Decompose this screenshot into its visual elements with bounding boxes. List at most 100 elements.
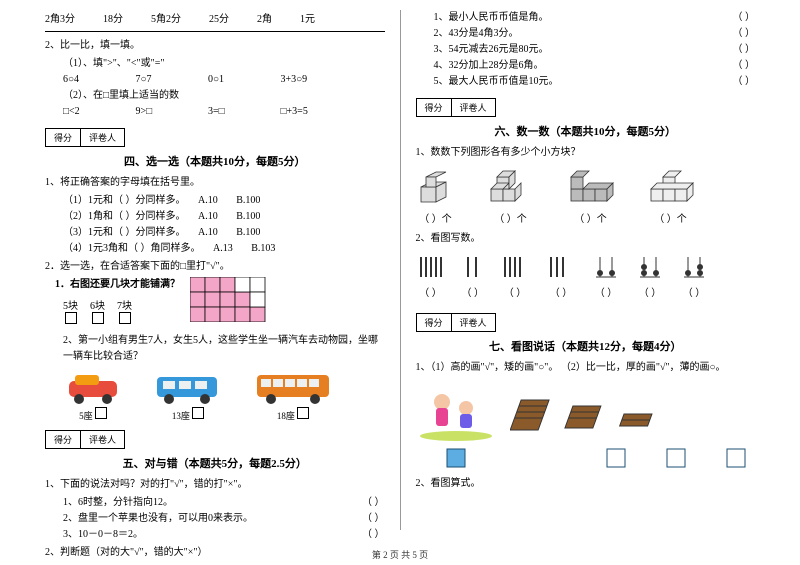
left-column: 2角3分 18分 5角2分 25分 2角 1元 2、比一比，填一填。 （1）、填…: [30, 10, 400, 555]
score-box: 得分 评卷人: [416, 313, 496, 332]
q7-answer-boxes: [446, 448, 756, 468]
rt-row: 2、43分是4角3分。（ ）: [434, 26, 756, 42]
rt-row: 4、32分加上28分是6角。（ ）: [434, 58, 756, 74]
score-label: 得分: [417, 99, 452, 116]
q1-top-row: 2角3分 18分 5角2分 25分 2角 1元: [45, 10, 385, 25]
q1-item: 1元: [300, 10, 315, 25]
cubes-paren: （ ）个: [486, 210, 536, 225]
q2-fill: 3=□: [208, 104, 278, 120]
cubes-paren: （ ）个: [416, 210, 456, 225]
rt-row: 3、54元减去26元是80元。（ ）: [434, 42, 756, 58]
car-5: 5座: [63, 371, 123, 422]
s5-q1: 1、下面的说法对吗？对的打"√"，错的打"×"。: [45, 477, 385, 493]
q2-cmp: 6○4: [63, 72, 133, 88]
cubes-2: （ ）个: [486, 167, 536, 225]
s4-q2: 2．选一选，在合适答案下面的□里打"√"。: [45, 259, 385, 275]
q1-item: 25分: [209, 10, 229, 25]
section7-header: 得分 评卷人: [416, 305, 756, 336]
book-thin: [618, 392, 658, 442]
s4-q2-1: 1．右图还要几块才能铺满？: [55, 277, 180, 293]
grader-label: 评卷人: [81, 431, 124, 448]
checkbox[interactable]: [192, 407, 204, 419]
opt-label: 7块: [117, 297, 132, 312]
opt-label: 5块: [63, 297, 78, 312]
checkbox[interactable]: [297, 407, 309, 419]
q1-item: 2角: [257, 10, 272, 25]
score-box: 得分 评卷人: [45, 128, 125, 147]
q2-cmp: 7○7: [136, 72, 206, 88]
divider-line: [45, 31, 385, 32]
cubes-4: （ ）个: [646, 167, 696, 225]
s5-row: 1、6时整，分针指向12。（ ）: [63, 495, 385, 511]
section4-title: 四、选一选（本题共10分，每题5分）: [45, 153, 385, 169]
q2-sub2: （2）、在□里填上适当的数: [63, 88, 385, 104]
abacus: （ ）: [636, 253, 664, 299]
s4-q1-row: （3）1元和（ ）分同样多。 A.10 B.100: [63, 225, 385, 241]
checkbox[interactable]: [65, 312, 77, 324]
stick-group: （ ）: [462, 253, 485, 299]
q7-figures: [416, 382, 756, 442]
stick-group: （ ）: [416, 253, 446, 299]
q2-fill: 9>□: [136, 104, 206, 120]
q2-title: 2、比一比，填一填。: [45, 38, 385, 54]
q2-fill: □<2: [63, 104, 133, 120]
section4-header: 得分 评卷人: [45, 120, 385, 151]
book-med: [564, 392, 604, 442]
car-13: 13座: [153, 371, 223, 422]
score-label: 得分: [417, 314, 452, 331]
sticks-row: （ ） （ ） （ ） （ ） （ ） （ ） （ ）: [416, 253, 756, 299]
checkbox[interactable]: [119, 312, 131, 324]
section5-title: 五、对与错（本题共5分，每题2.5分）: [45, 455, 385, 471]
grid-figure: [190, 277, 270, 322]
cubes-paren: （ ）个: [566, 210, 616, 225]
q1-item: 18分: [103, 10, 123, 25]
kids-figure: [416, 382, 496, 442]
cubes-3: （ ）个: [566, 167, 616, 225]
s6-q1: 1、数数下列图形各有多少个小方块？: [416, 145, 756, 161]
score-box: 得分 评卷人: [45, 430, 125, 449]
grader-label: 评卷人: [452, 99, 495, 116]
score-label: 得分: [46, 431, 81, 448]
abacus: （ ）: [592, 253, 620, 299]
s4-q1-row: （4）1元3角和（ ）角同样多。 A.13 B.103: [63, 241, 385, 257]
stick-group: （ ）: [546, 253, 576, 299]
s5-row: 2、盘里一个苹果也没有，可以用0来表示。（ ）: [63, 511, 385, 527]
opt-label: 6块: [90, 297, 105, 312]
stick-group: （ ）: [500, 253, 530, 299]
rt-row: 5、最大人民币币值是10元。（ ）: [434, 74, 756, 90]
s7-q2: 2、看图算式。: [416, 476, 756, 492]
q2-sub1: （1）、填">"、"<"或"=": [63, 56, 385, 72]
section7-title: 七、看图说话（本题共12分，每题4分）: [416, 338, 756, 354]
abacus: （ ）: [680, 253, 708, 299]
q2-fill: □+3=5: [281, 104, 351, 120]
score-label: 得分: [46, 129, 81, 146]
q2-cmp: 3+3○9: [281, 72, 351, 88]
cubes-row: （ ）个 （ ）个 （ ）个 （ ）个: [416, 167, 756, 225]
s7-q1: 1、（1）高的画"√"，矮的画"○"。 （2）比一比，厚的画"√"，薄的画○。: [416, 360, 756, 376]
grader-label: 评卷人: [452, 314, 495, 331]
s4-q1-row: （1）1元和（ ）分同样多。 A.10 B.100: [63, 193, 385, 209]
cubes-1: （ ）个: [416, 167, 456, 225]
s6-q2: 2、看图写数。: [416, 231, 756, 247]
s4-q2-2: 2、第一小组有男生7人，女生5人，这些学生坐一辆汽车去动物园，坐哪一辆车比较合适…: [63, 333, 385, 365]
q2-sub1-row: 6○4 7○7 0○1 3+3○9: [63, 72, 385, 88]
s4-q1-row: （2）1角和（ ）分同样多。 A.10 B.100: [63, 209, 385, 225]
section6-header: 得分 评卷人: [416, 90, 756, 121]
s5-row: 3、10－0－8＝2。（ ）: [63, 527, 385, 543]
q2-cmp: 0○1: [208, 72, 278, 88]
grader-label: 评卷人: [81, 129, 124, 146]
q1-item: 5角2分: [151, 10, 181, 25]
book-thick: [510, 392, 550, 442]
section6-title: 六、数一数（本题共10分，每题5分）: [416, 123, 756, 139]
page-footer: 第 2 页 共 5 页: [0, 548, 800, 561]
score-box: 得分 评卷人: [416, 98, 496, 117]
car-row: 5座 13座 18座: [63, 371, 385, 422]
q2-sub2-row: □<2 9>□ 3=□ □+3=5: [63, 104, 385, 120]
q1-item: 2角3分: [45, 10, 75, 25]
checkbox[interactable]: [95, 407, 107, 419]
checkbox[interactable]: [92, 312, 104, 324]
rt-row: 1、最小人民币币值是角。（ ）: [434, 10, 756, 26]
right-column: 1、最小人民币币值是角。（ ） 2、43分是4角3分。（ ） 3、54元减去26…: [401, 10, 771, 555]
section5-header: 得分 评卷人: [45, 422, 385, 453]
s4-q1: 1、将正确答案的字母填在括号里。: [45, 175, 385, 191]
